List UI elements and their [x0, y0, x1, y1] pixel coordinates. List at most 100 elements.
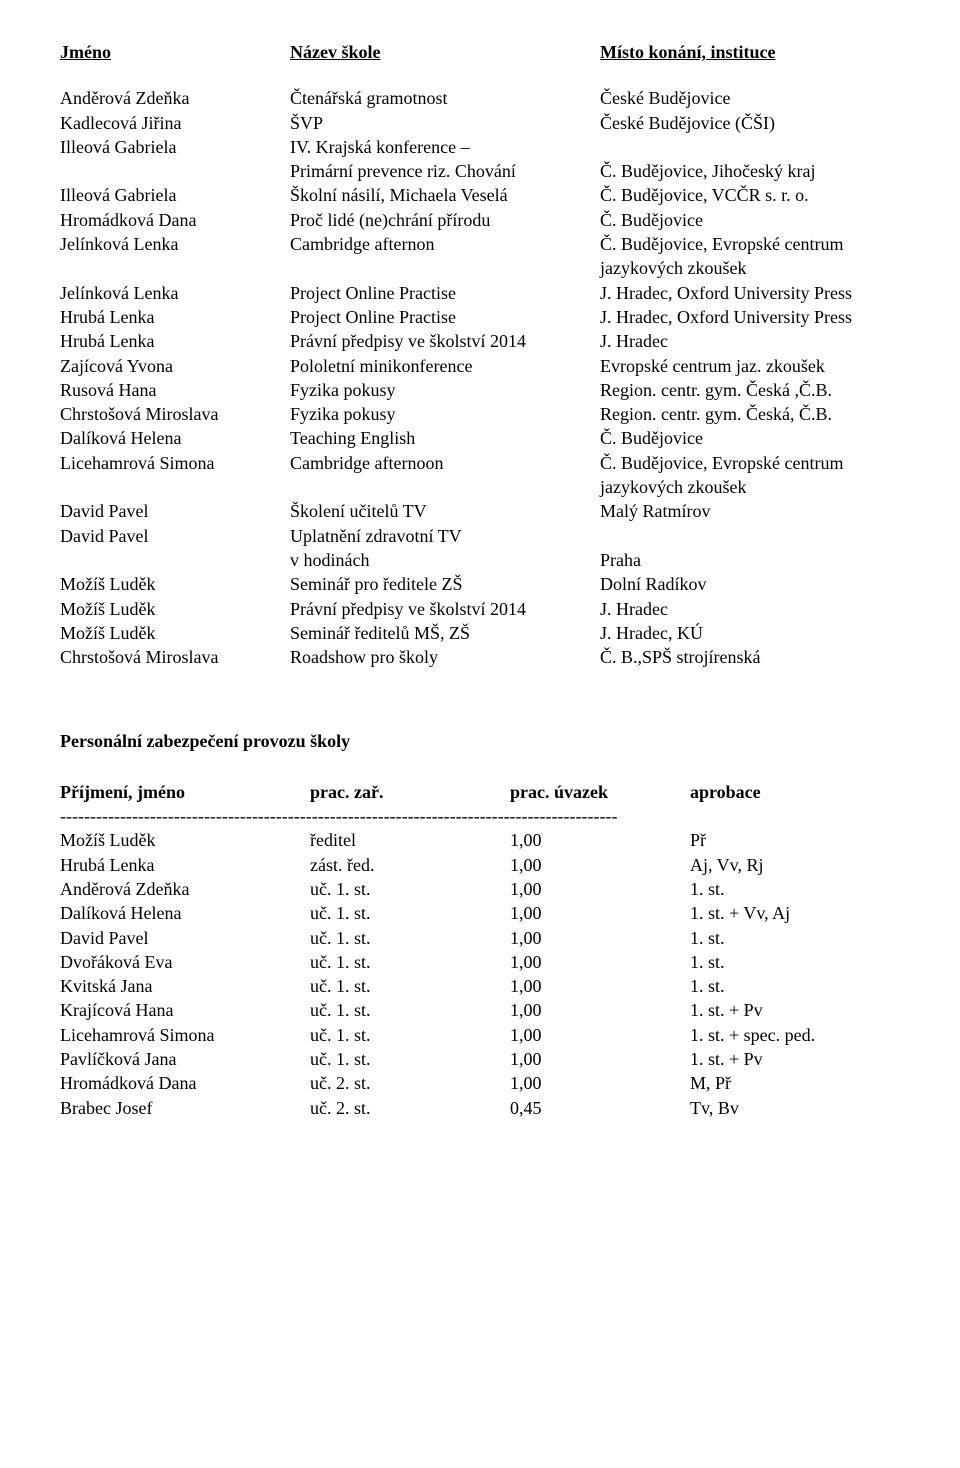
staff-cell-approbation: 1. st. [690, 877, 900, 901]
header-col-school: Název škole [290, 40, 600, 64]
cell-name: Hromádková Dana [60, 208, 290, 232]
staff-cell-role: uč. 2. st. [310, 1071, 510, 1095]
cell-name [60, 548, 290, 572]
table-row: jazykových zkoušek [60, 475, 900, 499]
cell-location: J. Hradec [600, 597, 900, 621]
staff-header-name: Příjmení, jméno [60, 780, 310, 804]
cell-school: Fyzika pokusy [290, 402, 600, 426]
table-row: David PavelŠkolení učitelů TVMalý Ratmír… [60, 499, 900, 523]
staff-row: Licehamrová Simonauč. 1. st. 1,00 1. st.… [60, 1023, 900, 1047]
cell-location: Region. centr. gym. Česká, Č.B. [600, 402, 900, 426]
staff-cell-approbation: 1. st. + Pv [690, 998, 900, 1022]
cell-name: Illeová Gabriela [60, 135, 290, 159]
cell-location: jazykových zkoušek [600, 475, 900, 499]
cell-location: Č. Budějovice [600, 208, 900, 232]
staff-cell-name: Dalíková Helena [60, 901, 310, 925]
cell-location: Praha [600, 548, 900, 572]
cell-name: Možíš Luděk [60, 572, 290, 596]
staff-cell-fte: 1,00 [510, 1071, 690, 1095]
staff-row: Dalíková Helenauč. 1. st.1,001. st. + Vv… [60, 901, 900, 925]
staff-cell-name: Pavlíčková Jana [60, 1047, 310, 1071]
staff-cell-fte: 1,00 [510, 998, 690, 1022]
cell-name: Chrstošová Miroslava [60, 645, 290, 669]
table-header-row: Jméno Název škole Místo konání, instituc… [60, 40, 900, 64]
cell-location: Č. Budějovice, Evropské centrum [600, 232, 900, 256]
cell-location: Evropské centrum jaz. zkoušek [600, 354, 900, 378]
staff-cell-role: uč. 1. st. [310, 950, 510, 974]
staff-cell-name: Dvořáková Eva [60, 950, 310, 974]
staff-cell-name: Možíš Luděk [60, 828, 310, 852]
cell-school: Project Online Practise [290, 281, 600, 305]
table-row: Rusová HanaFyzika pokusyRegion. centr. g… [60, 378, 900, 402]
staff-cell-fte: 1,00 [510, 1047, 690, 1071]
staff-cell-name: Brabec Josef [60, 1096, 310, 1120]
staff-header-fte: prac. úvazek [510, 780, 690, 804]
staff-row: Hromádková Danauč. 2. st.1,00M, Př [60, 1071, 900, 1095]
staff-cell-approbation: 1. st. [690, 950, 900, 974]
table-row: Možíš LuděkPrávní předpisy ve školství 2… [60, 597, 900, 621]
cell-name: David Pavel [60, 499, 290, 523]
cell-name: Jelínková Lenka [60, 232, 290, 256]
table-row: Dalíková HelenaTeaching EnglishČ. Budějo… [60, 426, 900, 450]
table-row: Illeová GabrielaIV. Krajská konference – [60, 135, 900, 159]
cell-school: Pololetní minikonference [290, 354, 600, 378]
staff-cell-name: Licehamrová Simona [60, 1023, 310, 1047]
staff-cell-approbation: 1. st. + spec. ped. [690, 1023, 900, 1047]
staff-cell-fte: 1,00 [510, 1023, 690, 1047]
staff-row: David Paveluč. 1. st.1,001. st. [60, 926, 900, 950]
staff-cell-fte: 1,00 [510, 877, 690, 901]
cell-school: Primární prevence riz. Chování [290, 159, 600, 183]
staff-row: Brabec Josefuč. 2. st.0,45Tv, Bv [60, 1096, 900, 1120]
staff-cell-approbation: M, Př [690, 1071, 900, 1095]
staff-cell-name: Hrubá Lenka [60, 853, 310, 877]
table-row: Možíš LuděkSeminář pro ředitele ZŠDolní … [60, 572, 900, 596]
cell-school: ŠVP [290, 111, 600, 135]
table-row: Chrstošová MiroslavaRoadshow pro školyČ.… [60, 645, 900, 669]
staff-cell-approbation: Aj, Vv, Rj [690, 853, 900, 877]
table-row: Možíš LuděkSeminář ředitelů MŠ, ZŠJ. Hra… [60, 621, 900, 645]
cell-location: Č. Budějovice, Evropské centrum [600, 451, 900, 475]
cell-name: Kadlecová Jiřina [60, 111, 290, 135]
cell-school: Právní předpisy ve školství 2014 [290, 329, 600, 353]
cell-school: v hodinách [290, 548, 600, 572]
table-body: Anděrová ZdeňkaČtenářská gramotnostČeské… [60, 86, 900, 669]
staff-row: Hrubá Lenkazást. řed.1,00Aj, Vv, Rj [60, 853, 900, 877]
cell-name: Licehamrová Simona [60, 451, 290, 475]
cell-name: Možíš Luděk [60, 597, 290, 621]
cell-name: Illeová Gabriela [60, 183, 290, 207]
table-row: v hodináchPraha [60, 548, 900, 572]
cell-name [60, 475, 290, 499]
table-row: Jelínková LenkaCambridge afternonČ. Budě… [60, 232, 900, 256]
cell-name: David Pavel [60, 524, 290, 548]
staff-header-role: prac. zař. [310, 780, 510, 804]
cell-school: IV. Krajská konference – [290, 135, 600, 159]
staff-cell-approbation: 1. st. [690, 926, 900, 950]
table-row: David PavelUplatnění zdravotní TV [60, 524, 900, 548]
staff-cell-fte: 1,00 [510, 853, 690, 877]
cell-name: Možíš Luděk [60, 621, 290, 645]
cell-school: Project Online Practise [290, 305, 600, 329]
cell-school: Čtenářská gramotnost [290, 86, 600, 110]
cell-school: Školní násilí, Michaela Veselá [290, 183, 600, 207]
staff-header-row: Příjmení, jméno prac. zař. prac. úvazek … [60, 780, 900, 804]
table-row: Hrubá LenkaProject Online PractiseJ. Hra… [60, 305, 900, 329]
cell-school: Cambridge afternon [290, 232, 600, 256]
staff-cell-approbation: 1. st. + Vv, Aj [690, 901, 900, 925]
table-row: Primární prevence riz. ChováníČ. Budějov… [60, 159, 900, 183]
cell-location: Region. centr. gym. Česká ,Č.B. [600, 378, 900, 402]
cell-school [290, 256, 600, 280]
staff-cell-fte: 1,00 [510, 901, 690, 925]
staff-cell-fte: 1,00 [510, 828, 690, 852]
separator-dashes: ----------------------------------------… [60, 804, 900, 828]
cell-name: Zajícová Yvona [60, 354, 290, 378]
cell-location: Malý Ratmírov [600, 499, 900, 523]
staff-cell-role: uč. 1. st. [310, 877, 510, 901]
staff-cell-role: uč. 1. st. [310, 901, 510, 925]
cell-location: Č. Budějovice [600, 426, 900, 450]
table-row: Illeová GabrielaŠkolní násilí, Michaela … [60, 183, 900, 207]
table-row: Chrstošová MiroslavaFyzika pokusyRegion.… [60, 402, 900, 426]
staff-cell-role: uč. 1. st. [310, 998, 510, 1022]
cell-location: J. Hradec, Oxford University Press [600, 305, 900, 329]
cell-school: Seminář ředitelů MŠ, ZŠ [290, 621, 600, 645]
cell-school: Proč lidé (ne)chrání přírodu [290, 208, 600, 232]
